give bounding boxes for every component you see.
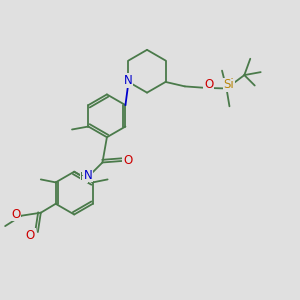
- Text: H: H: [80, 172, 88, 182]
- Text: O: O: [26, 229, 35, 242]
- Text: O: O: [123, 154, 132, 167]
- Text: O: O: [204, 78, 213, 91]
- Text: Si: Si: [224, 78, 234, 92]
- Text: O: O: [11, 208, 21, 221]
- Text: N: N: [84, 169, 93, 182]
- Text: N: N: [124, 74, 133, 87]
